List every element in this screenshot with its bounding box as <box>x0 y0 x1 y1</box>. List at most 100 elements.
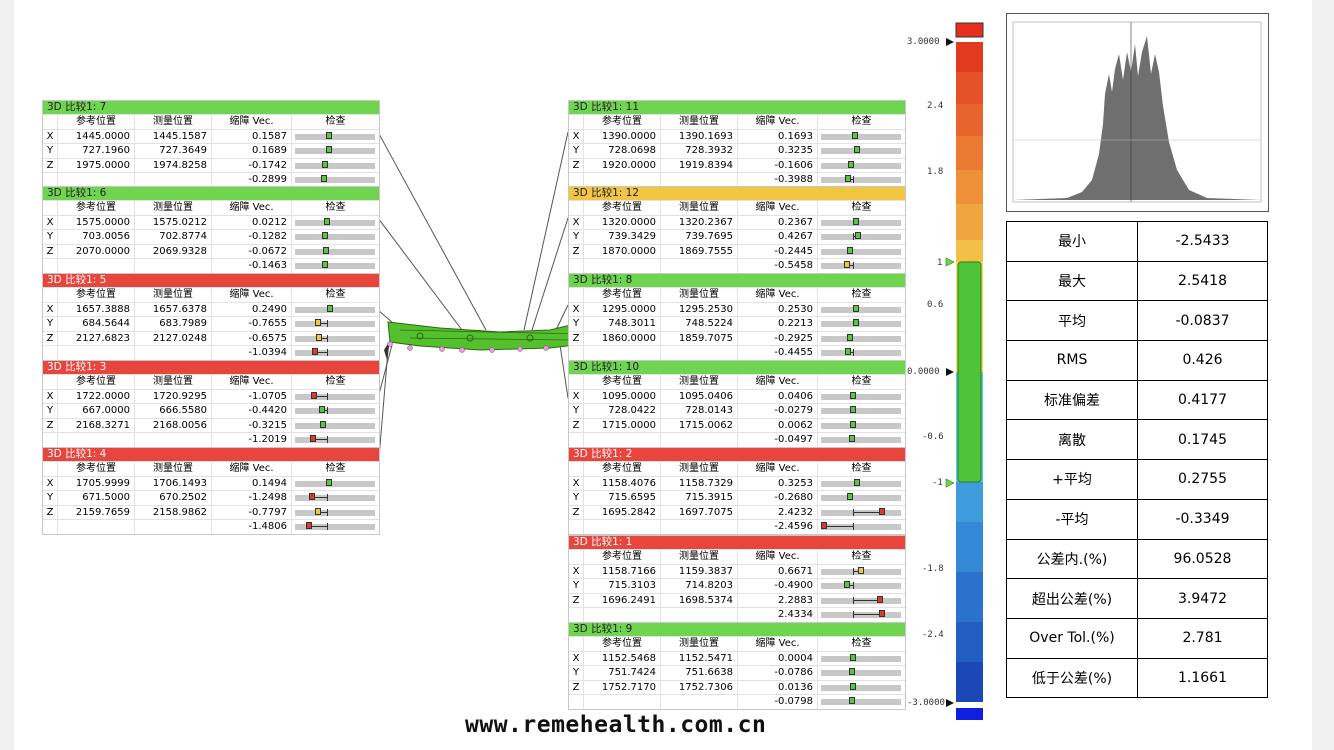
gauge-track <box>821 684 901 691</box>
table-row: X 1320.0000 1320.2367 0.2367 <box>569 214 905 229</box>
panel-title[interactable]: 3D 比较1: 5 <box>43 274 379 287</box>
table-row: -1.0394 <box>43 345 379 360</box>
axis-label: X <box>569 302 584 316</box>
gauge-track <box>821 509 901 516</box>
meas-value: 739.7695 <box>661 230 738 244</box>
dev-value: 0.3235 <box>738 144 818 158</box>
gauge-whisker <box>314 352 327 353</box>
dev-value: -1.2498 <box>212 491 292 505</box>
comparison-panel[interactable]: 3D 比较1: 8 参考位置 测量位置 缩障 Vec. 检查 X 1295.00… <box>568 273 906 361</box>
gauge-whisker <box>823 526 853 527</box>
axis-label <box>43 346 58 360</box>
panel-title[interactable]: 3D 比较1: 12 <box>569 187 905 200</box>
ref-value <box>584 259 661 273</box>
panel-title[interactable]: 3D 比较1: 4 <box>43 448 379 461</box>
comparison-panel[interactable]: 3D 比较1: 6 参考位置 测量位置 缩障 Vec. 检查 X 1575.00… <box>42 186 380 274</box>
stats-row: 公差内.(%) 96.0528 <box>1006 538 1268 580</box>
check-gauge <box>818 681 905 695</box>
part-model[interactable] <box>380 310 610 370</box>
comparison-panel[interactable]: 3D 比较1: 12 参考位置 测量位置 缩障 Vec. 检查 X 1320.0… <box>568 186 906 274</box>
gauge-marker <box>855 232 862 239</box>
check-gauge <box>818 579 905 593</box>
check-gauge <box>818 506 905 520</box>
meas-header: 测量位置 <box>661 637 738 651</box>
panel-title[interactable]: 3D 比较1: 1 <box>569 536 905 549</box>
panel-title[interactable]: 3D 比较1: 6 <box>43 187 379 200</box>
check-gauge <box>818 608 905 622</box>
meas-value: 1095.0406 <box>661 389 738 403</box>
panel-title[interactable]: 3D 比较1: 2 <box>569 448 905 461</box>
tick-tol-lo: -1 <box>932 478 943 488</box>
gauge-center-tick <box>853 233 854 240</box>
panel-title[interactable]: 3D 比较1: 11 <box>569 101 905 114</box>
comparison-panel[interactable]: 3D 比较1: 5 参考位置 测量位置 缩障 Vec. 检查 X 1657.38… <box>42 273 380 361</box>
dev-value: -0.6575 <box>212 331 292 345</box>
comparison-panel[interactable]: 3D 比较1: 1 参考位置 测量位置 缩障 Vec. 检查 X 1158.71… <box>568 535 906 623</box>
gauge-track <box>821 495 901 501</box>
check-gauge <box>292 491 379 505</box>
stats-row: 低于公差(%) 1.1661 <box>1006 657 1268 699</box>
axis-header <box>569 115 584 129</box>
comparison-panel[interactable]: 3D 比较1: 2 参考位置 测量位置 缩障 Vec. 检查 X 1158.40… <box>568 447 906 535</box>
gauge-track <box>295 350 375 356</box>
gauge-track <box>821 437 901 443</box>
ref-value: 1575.0000 <box>58 215 135 229</box>
meas-header: 测量位置 <box>661 288 738 302</box>
axis-label: Y <box>569 579 584 593</box>
gauge-marker <box>848 160 855 168</box>
check-gauge <box>818 695 905 709</box>
gauge-whisker <box>312 497 327 498</box>
dev-value: -0.5458 <box>738 259 818 273</box>
comparison-panel[interactable]: 3D 比较1: 9 参考位置 测量位置 缩障 Vec. 检查 X 1152.54… <box>568 622 906 710</box>
gauge-track <box>821 583 901 589</box>
gauge-marker <box>311 348 318 355</box>
gauge-center-tick <box>853 508 854 516</box>
dev-value: -0.4455 <box>738 346 818 360</box>
gauge-marker <box>850 653 856 661</box>
gauge-marker <box>323 246 330 254</box>
check-gauge <box>818 594 905 608</box>
comparison-panel[interactable]: 3D 比较1: 4 参考位置 测量位置 缩障 Vec. 检查 X 1705.99… <box>42 447 380 535</box>
ref-value: 1158.4076 <box>584 476 661 490</box>
axis-label: X <box>569 651 584 665</box>
dev-value: -1.0705 <box>212 389 292 403</box>
panel-title[interactable]: 3D 比较1: 3 <box>43 361 379 374</box>
gauge-center-tick <box>853 523 854 530</box>
comparison-panel[interactable]: 3D 比较1: 7 参考位置 测量位置 缩障 Vec. 检查 X 1445.00… <box>42 100 380 188</box>
meas-value <box>661 433 738 447</box>
comparison-panel[interactable]: 3D 比较1: 10 参考位置 测量位置 缩障 Vec. 检查 X 1095.0… <box>568 360 906 448</box>
dev-value: -0.0279 <box>738 404 818 418</box>
panel-title[interactable]: 3D 比较1: 9 <box>569 623 905 636</box>
check-gauge <box>818 303 905 317</box>
dev-value: -1.0394 <box>212 346 292 360</box>
gauge-track <box>821 480 901 487</box>
gauge-track <box>295 524 375 530</box>
ref-value <box>584 173 661 187</box>
gauge-track <box>821 699 901 705</box>
axis-label: X <box>569 129 584 143</box>
panel-title[interactable]: 3D 比较1: 7 <box>43 101 379 114</box>
check-gauge <box>818 332 905 346</box>
dev-value: 0.0406 <box>738 389 818 403</box>
gauge-track <box>295 234 375 240</box>
gauge-whisker <box>309 526 327 527</box>
comparison-panel[interactable]: 3D 比较1: 11 参考位置 测量位置 缩障 Vec. 检查 X 1390.0… <box>568 100 906 188</box>
ref-value: 751.7424 <box>584 666 661 680</box>
gauge-track <box>821 670 901 676</box>
axis-header <box>569 550 584 564</box>
gauge-track <box>821 350 901 356</box>
dev-value: -0.2445 <box>738 244 818 258</box>
meas-value: 714.8203 <box>661 579 738 593</box>
gauge-track <box>295 162 375 169</box>
check-gauge <box>292 404 379 418</box>
meas-value: 2158.9862 <box>135 505 212 519</box>
gauge-marker <box>853 146 860 153</box>
check-header: 检查 <box>851 551 872 562</box>
comparison-panel[interactable]: 3D 比较1: 3 参考位置 测量位置 缩障 Vec. 检查 X 1722.00… <box>42 360 380 448</box>
panel-header-row: 参考位置 测量位置 缩障 Vec. 检查 <box>569 636 905 651</box>
panel-title[interactable]: 3D 比较1: 8 <box>569 274 905 287</box>
panel-title[interactable]: 3D 比较1: 10 <box>569 361 905 374</box>
gauge-center-tick <box>853 349 854 356</box>
axis-label: Y <box>569 491 584 505</box>
dev-value: -0.2680 <box>738 491 818 505</box>
